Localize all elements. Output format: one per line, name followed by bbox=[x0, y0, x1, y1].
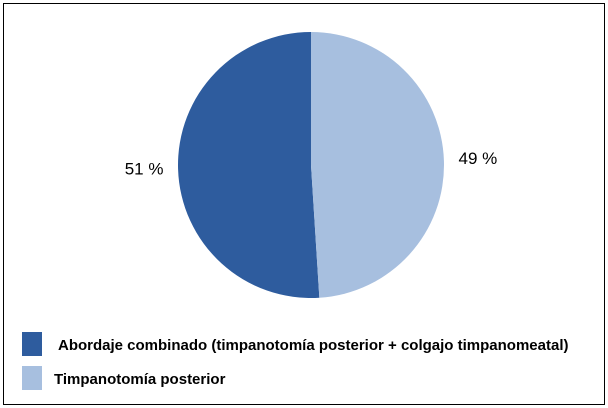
data-label: 49 % bbox=[459, 149, 498, 168]
data-label: 51 % bbox=[125, 160, 164, 179]
pie-slice bbox=[177, 32, 320, 299]
legend-label: Abordaje combinado (timpanotomía posteri… bbox=[58, 337, 568, 354]
legend-swatch bbox=[22, 366, 42, 390]
legend-swatch bbox=[22, 332, 42, 356]
pie-slice bbox=[311, 32, 444, 298]
legend-label: Timpanotomía posterior bbox=[54, 371, 226, 388]
